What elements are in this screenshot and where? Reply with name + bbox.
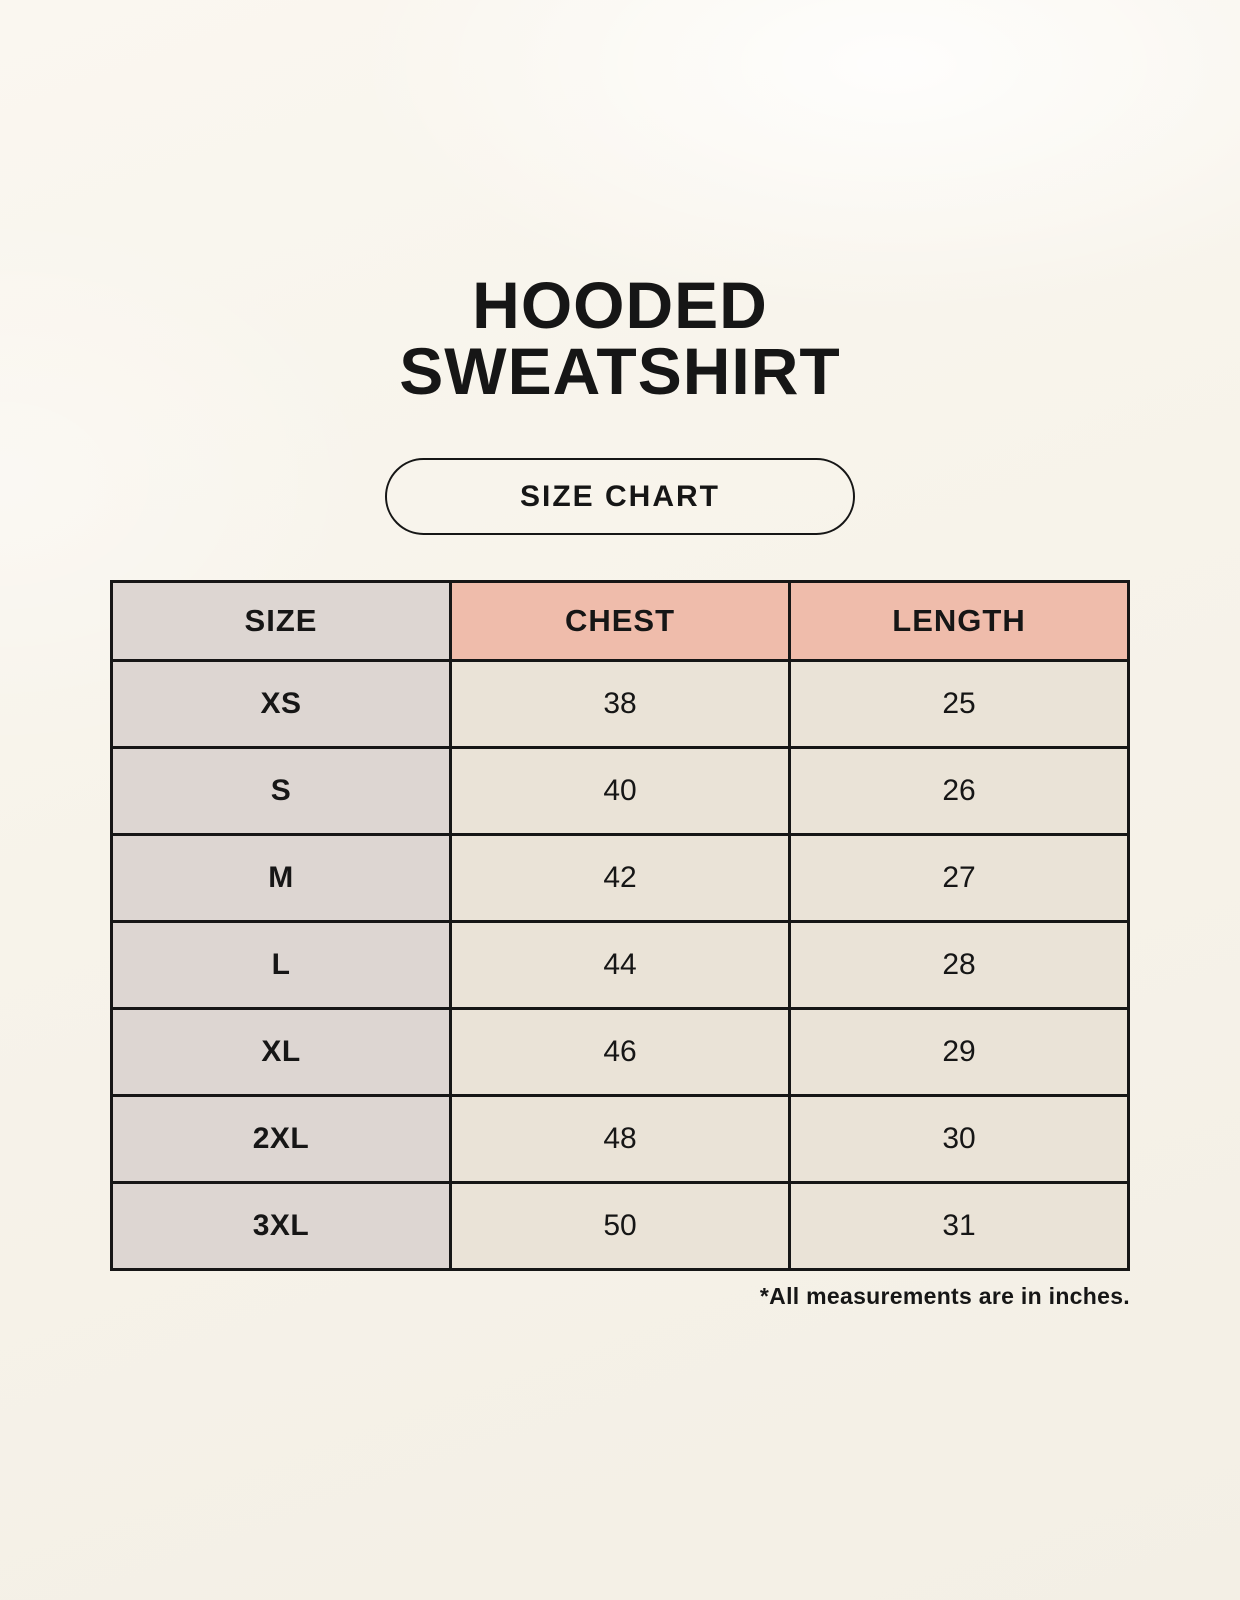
chest-value-cell: 40 [449,746,791,836]
page-title-line-2: SWEATSHIRT [399,334,841,408]
chest-value-cell: 38 [449,659,791,749]
table-row: XS 38 25 [110,659,1130,749]
size-label-cell: 2XL [110,1094,452,1184]
chest-value-cell: 44 [449,920,791,1010]
size-label-cell: XL [110,1007,452,1097]
table-row: 3XL 50 31 [110,1181,1130,1271]
length-value-cell: 25 [788,659,1130,749]
measurements-footnote: *All measurements are in inches. [759,1283,1130,1309]
table-row: S 40 26 [110,746,1130,836]
chest-value-cell: 50 [449,1181,791,1271]
size-label-cell: XS [110,659,452,749]
size-label-cell: M [110,833,452,923]
table-header: SIZE CHEST LENGTH [110,580,1130,662]
table-row: L 44 28 [110,920,1130,1010]
length-value-cell: 28 [788,920,1130,1010]
size-label-cell: S [110,746,452,836]
size-chart-badge-label: SIZE CHART [520,479,720,513]
column-header-size: SIZE [110,580,452,662]
table-body: XS 38 25 S 40 26 M 42 27 L 44 28 XL 46 29 2XL 48 30 3XL 50 3… [110,659,1130,1271]
chest-value-cell: 46 [449,1007,791,1097]
length-value-cell: 30 [788,1094,1130,1184]
size-chart-badge: SIZE CHART [385,458,855,535]
length-value-cell: 31 [788,1181,1130,1271]
length-value-cell: 26 [788,746,1130,836]
table-row: M 42 27 [110,833,1130,923]
size-chart-table: SIZE CHEST LENGTH XS 38 25 S 40 26 M 42 27 L 44 28 XL 4… [110,580,1130,1271]
page-title: HOODED SWEATSHIRT [0,272,1240,404]
column-header-chest: CHEST [449,580,791,662]
table-row: 2XL 48 30 [110,1094,1130,1184]
length-value-cell: 29 [788,1007,1130,1097]
size-label-cell: L [110,920,452,1010]
size-label-cell: 3XL [110,1181,452,1271]
table-row: XL 46 29 [110,1007,1130,1097]
chest-value-cell: 48 [449,1094,791,1184]
table-header-row: SIZE CHEST LENGTH [110,580,1130,662]
length-value-cell: 27 [788,833,1130,923]
page-title-line-1: HOODED [472,268,768,342]
chest-value-cell: 42 [449,833,791,923]
column-header-length: LENGTH [788,580,1130,662]
